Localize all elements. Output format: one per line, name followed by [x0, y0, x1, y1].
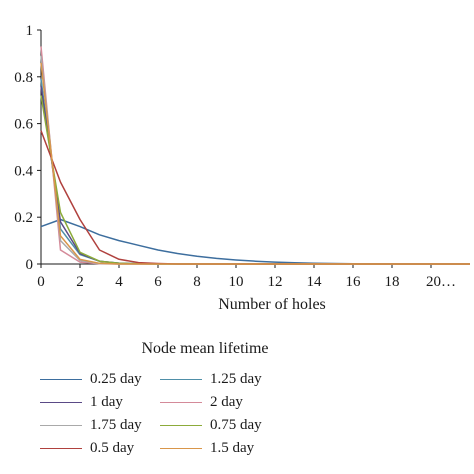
- legend-label: 0.25 day: [90, 370, 142, 387]
- legend-item: 1.25 day: [160, 369, 262, 389]
- y-tick-label: 0.6: [14, 117, 33, 133]
- x-axis-title: Number of holes: [218, 296, 326, 313]
- legend-title: Node mean lifetime: [141, 340, 269, 357]
- x-tick-label: 20…: [426, 274, 456, 290]
- legend-swatch: [40, 424, 82, 426]
- legend-label: 1.25 day: [210, 370, 262, 387]
- legend-label: 0.75 day: [210, 416, 262, 433]
- legend-swatch: [40, 447, 82, 449]
- y-tick-label: 0.8: [14, 70, 33, 86]
- series-line: [40, 55, 470, 265]
- y-tick-label: 0.2: [14, 210, 33, 226]
- legend-swatch: [160, 447, 202, 449]
- series-line: [40, 218, 470, 265]
- x-tick-label: 14: [307, 274, 323, 290]
- legend-swatch: [160, 401, 202, 403]
- x-tick-label: 2: [76, 274, 84, 290]
- legend-swatch: [160, 424, 202, 426]
- series-lines: [40, 46, 470, 265]
- series-line: [40, 46, 470, 265]
- legend-label: 0.5 day: [90, 439, 135, 456]
- y-tick-label: 0.4: [14, 163, 33, 179]
- x-tick-label: 0: [37, 274, 45, 290]
- x-tick-label: 4: [115, 274, 123, 290]
- legend-label: 1.75 day: [90, 416, 142, 433]
- y-tick-label: 1: [26, 23, 34, 39]
- legend-item: 1.75 day: [40, 415, 142, 435]
- series-line: [40, 95, 470, 265]
- x-tick-label: 12: [268, 274, 283, 290]
- x-tick-label: 18: [385, 274, 400, 290]
- legend-label: 1 day: [90, 393, 123, 410]
- x-tick-label: 16: [346, 274, 362, 290]
- legend-item: 1.5 day: [160, 438, 254, 458]
- x-tick-label: 10: [229, 274, 244, 290]
- legend-item: 0.25 day: [40, 369, 142, 389]
- legend-item: 0.75 day: [160, 415, 262, 435]
- series-line: [40, 62, 470, 265]
- series-line: [40, 86, 470, 265]
- series-line: [40, 130, 470, 265]
- legend-item: 1 day: [40, 392, 123, 412]
- legend-label: 1.5 day: [210, 439, 255, 456]
- legend-swatch: [160, 378, 202, 380]
- y-tick-label: 0: [26, 257, 34, 273]
- legend-swatch: [40, 401, 82, 403]
- legend-item: 0.5 day: [40, 438, 134, 458]
- axes: [40, 30, 470, 265]
- ticks: 0 2 4 6 8 10 12 14 16 18 20… 0 0.2 0.4 0.6 0.8 1: [14, 23, 456, 290]
- legend-swatch: [40, 378, 82, 380]
- legend-label: 2 day: [210, 393, 243, 410]
- x-tick-label: 6: [154, 274, 162, 290]
- x-tick-label: 8: [193, 274, 201, 290]
- legend-item: 2 day: [160, 392, 243, 412]
